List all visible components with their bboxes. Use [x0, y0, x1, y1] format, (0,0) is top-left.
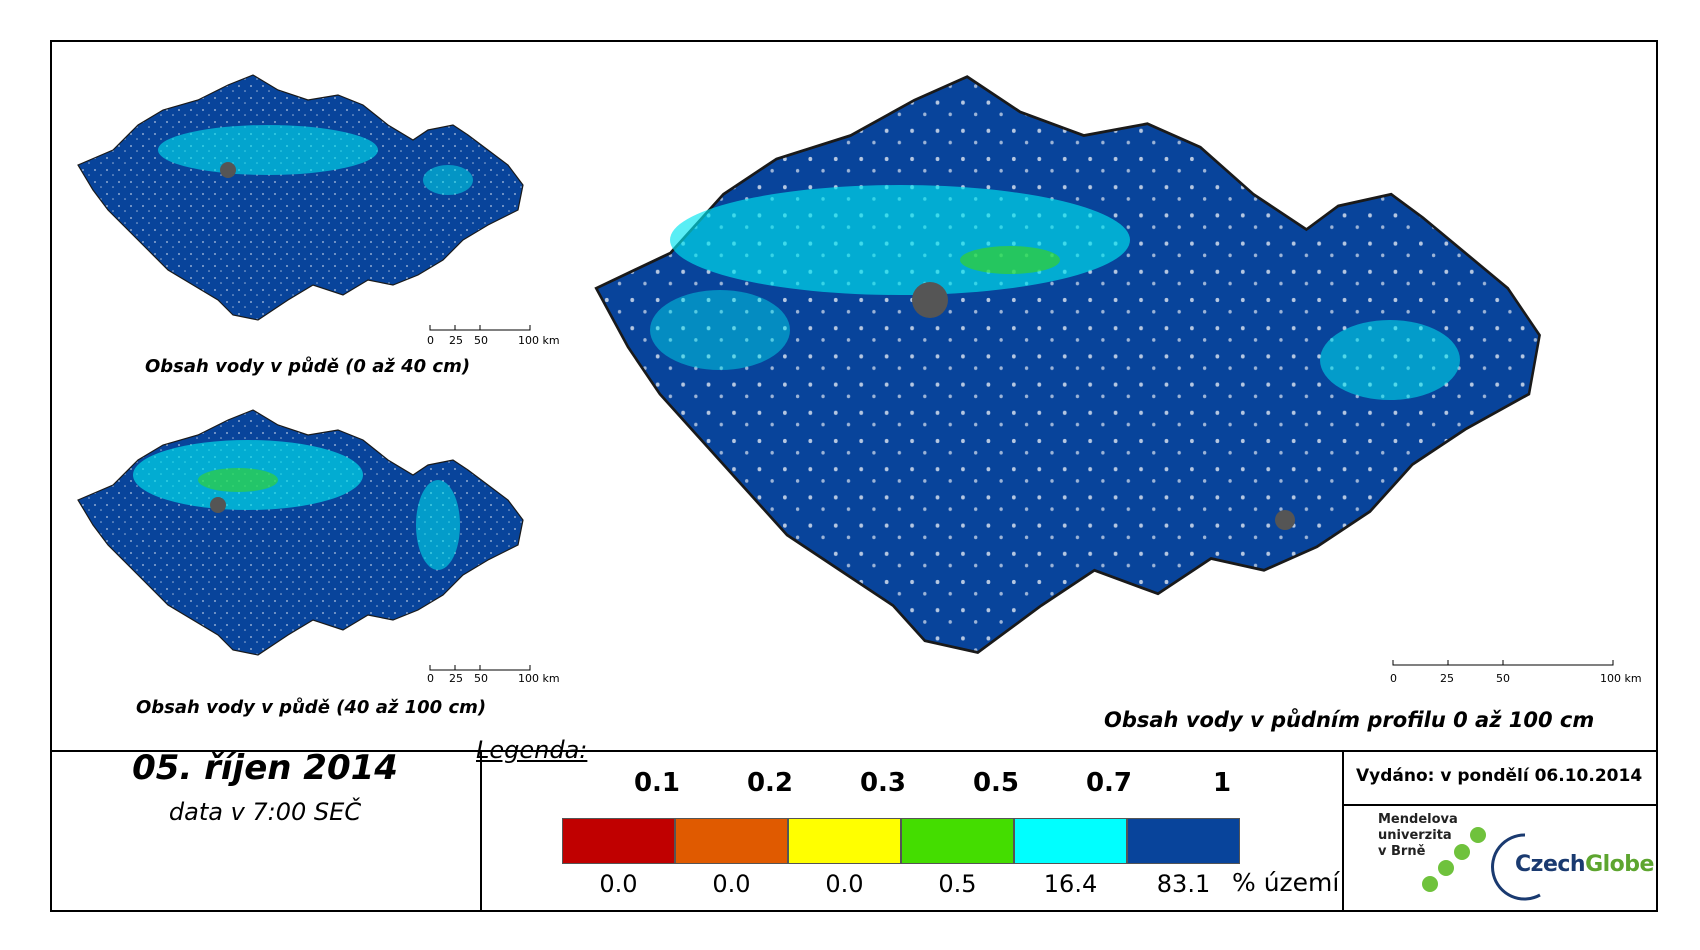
czechglobe-logo-part: Czech	[1515, 852, 1586, 877]
map-main-overlays	[650, 185, 1460, 530]
map-title-main: Obsah vody v půdním profilu 0 až 100 cm	[1104, 708, 1595, 732]
legend-percent: 0.5	[938, 870, 977, 898]
legend-percent: 16.4	[1043, 870, 1098, 898]
legend-swatch	[788, 818, 901, 864]
legend-percent: 0.0	[825, 870, 864, 898]
map-small-topsoil	[77, 74, 524, 321]
scalebar-main	[1392, 660, 1614, 666]
legend-swatch	[1127, 818, 1240, 864]
scale-label: 0	[427, 672, 434, 685]
legend-swatch	[1014, 818, 1127, 864]
scale-label: 100 km	[518, 672, 560, 685]
legend-percent: 0.0	[599, 870, 638, 898]
scale-label: 25	[449, 334, 463, 347]
czechglobe-logo-text: CzechGlobe	[1515, 852, 1654, 877]
map-title-subsoil: Obsah vody v půdě (40 až 100 cm)	[136, 697, 487, 718]
scale-label: 0	[427, 334, 434, 347]
legend-title: Legenda:	[476, 736, 588, 764]
scale-label: 100 km	[518, 334, 560, 347]
legend-swatch	[675, 818, 788, 864]
divider-issued	[1344, 804, 1658, 806]
scale-label: 25	[1440, 672, 1454, 685]
scale-label: 50	[474, 672, 488, 685]
legend-unit: % území	[1232, 868, 1340, 897]
mendel-logo-text: Mendelova univerzita v Brně	[1378, 812, 1458, 860]
legend-threshold: 0.2	[746, 768, 794, 798]
legend-percent: 0.0	[712, 870, 751, 898]
legend-swatch	[562, 818, 675, 864]
mendel-line: Mendelova	[1378, 812, 1458, 827]
mendel-logo-dots	[1422, 827, 1486, 892]
scalebar-bottom	[429, 665, 531, 671]
scale-label: 50	[1496, 672, 1510, 685]
divider-vertical	[480, 752, 482, 912]
czechglobe-logo-part: Globe	[1585, 852, 1654, 877]
map-small-subsoil	[77, 409, 524, 656]
scale-label: 0	[1390, 672, 1397, 685]
legend-threshold: 0.5	[972, 768, 1020, 798]
scalebar-top	[429, 325, 531, 331]
legend-percent: 83.1	[1156, 870, 1211, 898]
issued-date: Vydáno: v pondělí 06.10.2014	[1356, 766, 1643, 786]
divider-vertical	[1342, 752, 1344, 912]
map-title-topsoil: Obsah vody v půdě (0 až 40 cm)	[145, 356, 471, 377]
divider-horizontal	[52, 750, 1656, 752]
scale-label: 100 km	[1600, 672, 1642, 685]
legend-swatch	[901, 818, 1014, 864]
date-subtitle: data v 7:00 SEČ	[168, 798, 362, 826]
mendel-line: v Brně	[1378, 844, 1426, 859]
legend-threshold: 0.3	[859, 768, 907, 798]
date-title: 05. říjen 2014	[132, 748, 398, 788]
mendel-line: univerzita	[1378, 828, 1452, 843]
legend-threshold: 0.7	[1085, 768, 1133, 798]
legend-threshold: 0.1	[633, 768, 681, 798]
scale-label: 50	[474, 334, 488, 347]
map-frame	[50, 40, 1658, 912]
czechglobe-logo-arc	[1491, 833, 1541, 901]
legend-threshold: 1	[1212, 768, 1232, 798]
scale-label: 25	[449, 672, 463, 685]
